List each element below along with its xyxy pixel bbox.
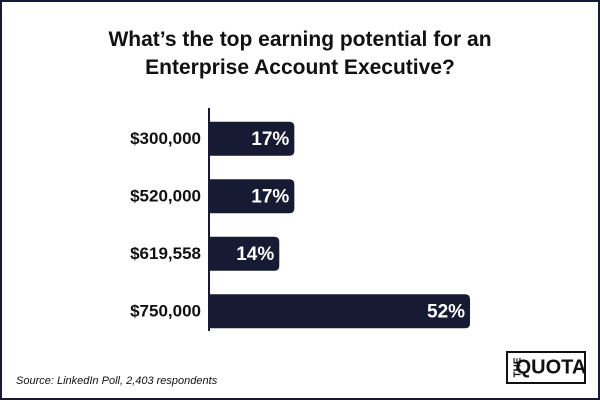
logo-top: THE [513, 357, 524, 377]
category-label: $619,558 [130, 244, 201, 263]
category-label: $750,000 [130, 302, 201, 321]
logo-box [506, 351, 586, 384]
category-label: $520,000 [130, 187, 201, 206]
bar [209, 236, 280, 271]
category-label: $300,000 [130, 129, 201, 148]
logo: THE QUOTA [506, 351, 587, 384]
bar [209, 294, 471, 329]
value-label: 17% [251, 186, 289, 207]
chart-title: What’s the top earning potential for an E… [108, 28, 491, 79]
value-label: 17% [251, 129, 289, 150]
value-label: 14% [236, 244, 274, 265]
source-note: Source: LinkedIn Poll, 2,403 respondents [16, 375, 218, 387]
bar [209, 121, 295, 156]
logo-main: QUOTA [516, 356, 587, 378]
value-label: 52% [427, 301, 465, 322]
bar [209, 179, 295, 214]
